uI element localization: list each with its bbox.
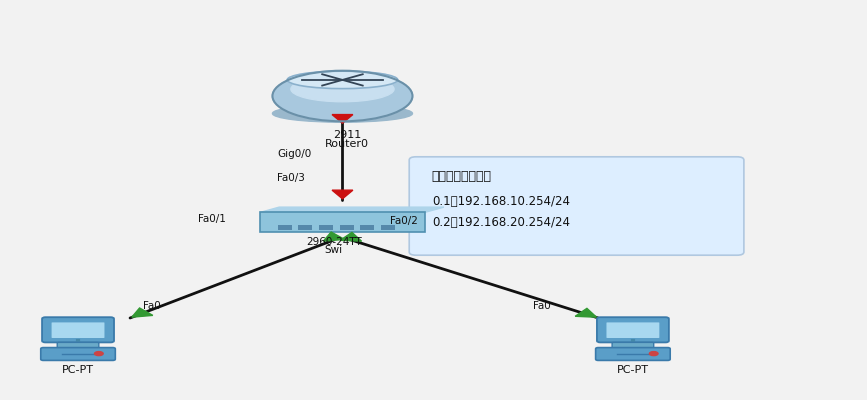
Circle shape bbox=[95, 352, 103, 356]
Polygon shape bbox=[575, 308, 596, 317]
Ellipse shape bbox=[272, 105, 413, 122]
FancyBboxPatch shape bbox=[57, 342, 99, 348]
Polygon shape bbox=[425, 207, 444, 232]
Polygon shape bbox=[323, 232, 344, 241]
Text: 2911: 2911 bbox=[333, 130, 361, 140]
Circle shape bbox=[649, 352, 658, 356]
Text: Router0: Router0 bbox=[325, 139, 368, 149]
Ellipse shape bbox=[272, 71, 413, 121]
Text: 划分两个子接口：: 划分两个子接口： bbox=[432, 170, 492, 183]
FancyBboxPatch shape bbox=[596, 317, 669, 342]
Polygon shape bbox=[340, 232, 362, 241]
Ellipse shape bbox=[287, 71, 398, 89]
Text: 0.1：192.168.10.254/24: 0.1：192.168.10.254/24 bbox=[432, 195, 570, 208]
Polygon shape bbox=[260, 207, 444, 212]
FancyBboxPatch shape bbox=[612, 342, 654, 348]
FancyBboxPatch shape bbox=[42, 317, 114, 342]
FancyBboxPatch shape bbox=[340, 225, 354, 230]
Text: Fa0/1: Fa0/1 bbox=[198, 214, 225, 224]
FancyBboxPatch shape bbox=[319, 225, 333, 230]
Text: 0.2：192.168.20.254/24: 0.2：192.168.20.254/24 bbox=[432, 216, 570, 229]
Text: Fa0/2: Fa0/2 bbox=[390, 216, 418, 226]
Text: PC-PT: PC-PT bbox=[62, 365, 94, 375]
Text: Fa0/3: Fa0/3 bbox=[277, 173, 305, 183]
FancyBboxPatch shape bbox=[298, 225, 312, 230]
FancyBboxPatch shape bbox=[260, 212, 425, 232]
FancyBboxPatch shape bbox=[277, 225, 291, 230]
Polygon shape bbox=[132, 308, 153, 317]
Polygon shape bbox=[332, 114, 353, 123]
Text: PC-PT: PC-PT bbox=[617, 365, 649, 375]
Text: Fa0: Fa0 bbox=[143, 301, 160, 311]
FancyBboxPatch shape bbox=[41, 348, 115, 360]
FancyBboxPatch shape bbox=[607, 322, 659, 338]
Text: 2960-24TT: 2960-24TT bbox=[306, 237, 362, 247]
Ellipse shape bbox=[291, 76, 394, 102]
Polygon shape bbox=[332, 190, 353, 199]
Text: Fa0: Fa0 bbox=[533, 301, 551, 311]
FancyBboxPatch shape bbox=[361, 225, 375, 230]
FancyBboxPatch shape bbox=[596, 348, 670, 360]
Text: Gig0/0: Gig0/0 bbox=[277, 149, 312, 159]
FancyBboxPatch shape bbox=[52, 322, 105, 338]
FancyBboxPatch shape bbox=[409, 157, 744, 255]
FancyBboxPatch shape bbox=[381, 225, 394, 230]
Text: Swi: Swi bbox=[325, 245, 342, 255]
